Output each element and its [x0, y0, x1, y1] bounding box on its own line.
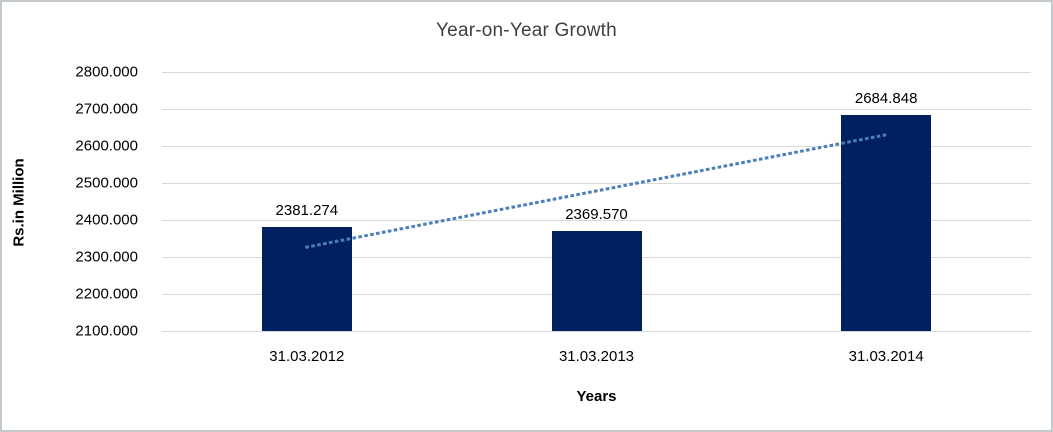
bar-31.03.2014 [841, 114, 932, 331]
y-tick-label: 2300.000 [75, 248, 138, 266]
y-tick-label: 2800.000 [75, 63, 138, 81]
bar-data-label: 2684.848 [854, 89, 918, 107]
x-tick-label: 31.03.2012 [269, 348, 345, 365]
bar-data-label: 2369.570 [565, 206, 628, 224]
bar-31.03.2013 [551, 231, 642, 331]
gridline [162, 109, 1031, 110]
y-tick-label: 2100.000 [75, 322, 138, 340]
gridline [162, 331, 1031, 332]
y-tick-label: 2700.000 [75, 100, 138, 118]
gridline [162, 183, 1031, 184]
gridline [162, 146, 1031, 147]
plot-area: 2381.274 2369.570 2684.848 [162, 72, 1031, 332]
x-tick-label: 31.03.2013 [558, 348, 635, 365]
chart-title: Year-on-Year Growth [436, 20, 617, 41]
x-tick-label: 31.03.2014 [848, 348, 924, 365]
bar-31.03.2012 [261, 226, 352, 331]
y-axis-title: Rs.in Million [10, 158, 28, 247]
y-tick-label: 2600.000 [75, 137, 138, 155]
gridline [162, 220, 1031, 221]
y-tick-label: 2400.000 [75, 211, 138, 229]
bar-data-label: 2381.274 [275, 201, 339, 219]
y-tick-label: 2500.000 [75, 174, 138, 192]
gridline [162, 72, 1031, 73]
trendline [305, 133, 888, 249]
y-tick-label: 2200.000 [75, 285, 138, 303]
x-axis-title: Years [576, 388, 617, 405]
